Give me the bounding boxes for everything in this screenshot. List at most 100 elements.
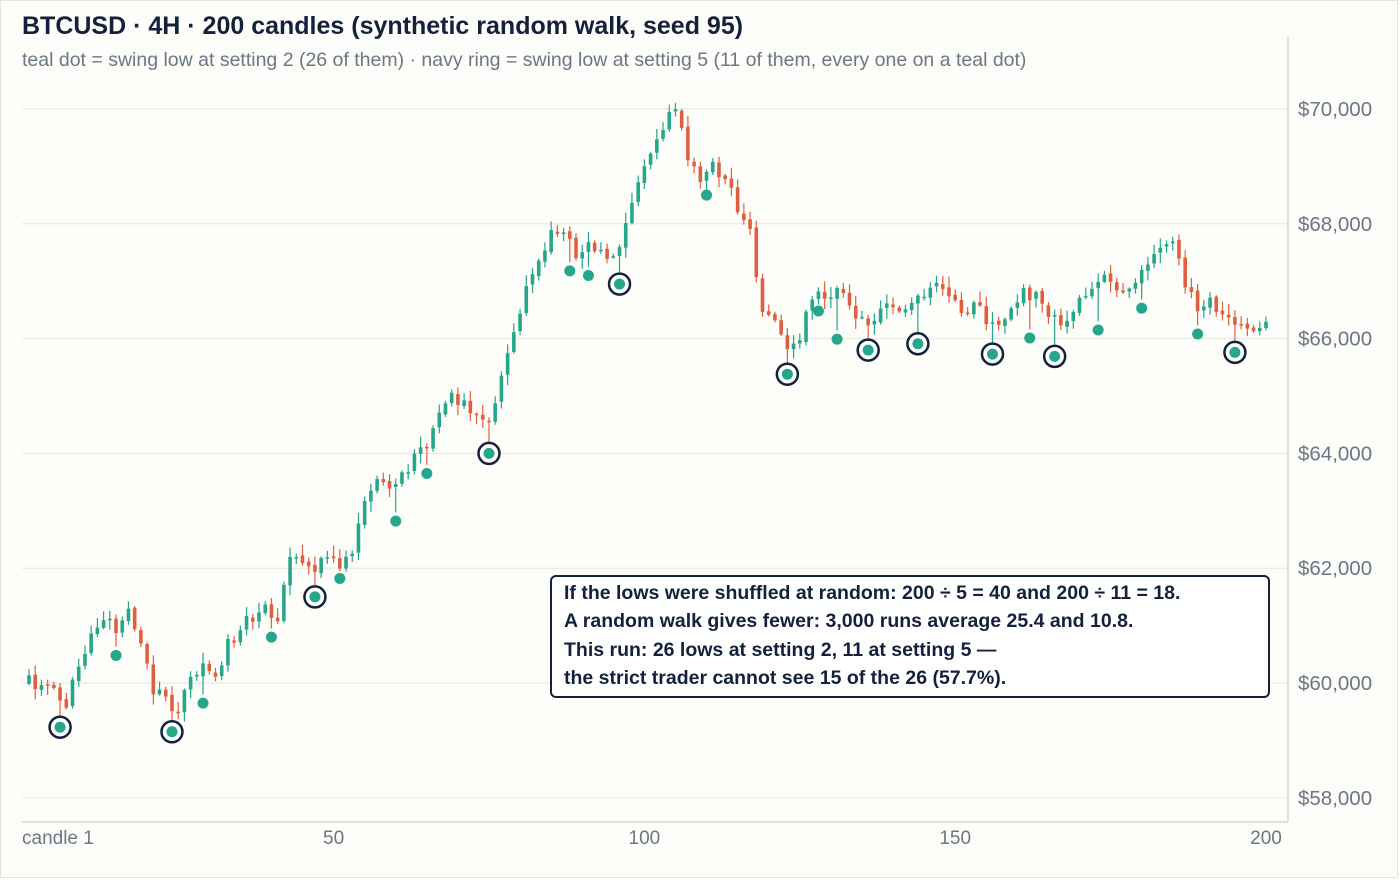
candle bbox=[835, 285, 839, 331]
candle-body bbox=[1195, 290, 1200, 312]
candle bbox=[704, 169, 709, 190]
y-tick-label: $58,000 bbox=[1298, 787, 1372, 810]
candle bbox=[779, 314, 783, 337]
candle bbox=[785, 327, 790, 366]
x-tick-label: 100 bbox=[629, 828, 661, 849]
candle-body bbox=[928, 287, 933, 298]
candles bbox=[27, 102, 1268, 724]
chart-title: BTCUSD · 4H · 200 candles (synthetic ran… bbox=[22, 12, 744, 40]
candle bbox=[232, 635, 236, 648]
candle bbox=[885, 294, 889, 319]
candle-body bbox=[300, 555, 305, 563]
candle bbox=[1214, 295, 1219, 317]
candle-body bbox=[692, 161, 696, 167]
candle-body bbox=[903, 309, 908, 313]
candle-body bbox=[101, 620, 106, 628]
candle bbox=[443, 400, 448, 417]
candle-body bbox=[512, 332, 516, 352]
candle-body bbox=[1046, 305, 1051, 317]
candle bbox=[1146, 256, 1150, 281]
candle-body bbox=[679, 110, 684, 128]
candle bbox=[338, 549, 342, 572]
candle bbox=[816, 287, 821, 305]
candle bbox=[170, 686, 174, 724]
candle-body bbox=[1059, 315, 1063, 326]
candle-body bbox=[822, 291, 827, 299]
candle-body bbox=[219, 665, 224, 677]
candle-body bbox=[1034, 291, 1038, 299]
candle-body bbox=[704, 171, 709, 181]
candle bbox=[1115, 277, 1119, 298]
candle-body bbox=[1071, 311, 1076, 322]
swing-low-dot bbox=[421, 467, 433, 479]
candle bbox=[953, 289, 957, 303]
candle-body bbox=[1264, 321, 1268, 328]
candle bbox=[940, 275, 945, 296]
candle-body bbox=[1202, 306, 1206, 311]
candle-body bbox=[1158, 247, 1163, 253]
candle bbox=[686, 116, 690, 167]
swing-low-dot bbox=[110, 649, 122, 661]
candle-body bbox=[965, 312, 970, 315]
candle-body bbox=[580, 252, 585, 259]
candle bbox=[1083, 287, 1088, 300]
candle bbox=[853, 295, 858, 329]
candle-body bbox=[375, 479, 379, 491]
candle bbox=[139, 626, 143, 647]
candle-body bbox=[325, 557, 330, 559]
candle-body bbox=[1251, 327, 1256, 331]
candle bbox=[356, 512, 361, 560]
candle-body bbox=[145, 644, 149, 664]
candle bbox=[972, 300, 976, 319]
candle bbox=[269, 598, 274, 629]
candle bbox=[64, 692, 69, 710]
candle bbox=[462, 393, 466, 409]
candle-body bbox=[592, 242, 597, 252]
candle-body bbox=[64, 699, 69, 708]
candle bbox=[1102, 270, 1107, 284]
candle-body bbox=[294, 557, 299, 559]
candle-body bbox=[698, 166, 703, 182]
candle bbox=[723, 173, 728, 185]
candle-body bbox=[393, 484, 398, 487]
candle-body bbox=[449, 392, 454, 404]
candle bbox=[201, 652, 205, 695]
candle bbox=[978, 291, 982, 308]
candle bbox=[27, 668, 31, 686]
candle bbox=[860, 310, 864, 320]
candle bbox=[623, 212, 628, 258]
candle-body bbox=[885, 303, 889, 308]
candle-body bbox=[829, 297, 833, 299]
candle bbox=[493, 396, 498, 425]
candle bbox=[760, 273, 765, 317]
candle-body bbox=[735, 187, 740, 213]
y-tick-label: $70,000 bbox=[1298, 98, 1372, 121]
candle bbox=[1046, 301, 1051, 324]
candle bbox=[648, 152, 653, 170]
candle-body bbox=[835, 288, 839, 299]
candle-body bbox=[891, 304, 895, 308]
candle-body bbox=[872, 320, 877, 325]
candle-body bbox=[1226, 314, 1231, 318]
candle bbox=[182, 688, 187, 722]
swing-low-dot bbox=[582, 269, 594, 281]
candle bbox=[916, 293, 920, 336]
candle-body bbox=[232, 640, 236, 643]
candle-body bbox=[599, 249, 603, 252]
swing-low-dot bbox=[1192, 328, 1204, 340]
candle-body bbox=[841, 289, 846, 294]
candle-body bbox=[412, 453, 417, 471]
candle bbox=[1021, 284, 1026, 307]
candle bbox=[219, 661, 224, 681]
candle bbox=[313, 556, 317, 589]
candle bbox=[226, 634, 230, 672]
candle bbox=[996, 316, 1001, 331]
candle bbox=[959, 292, 964, 317]
candle bbox=[1202, 299, 1206, 318]
swing-low-dot bbox=[334, 573, 346, 585]
candle-body bbox=[76, 666, 81, 681]
annotation-line-1: If the lows were shuffled at random: 200… bbox=[564, 582, 1181, 604]
candle-body bbox=[269, 604, 274, 618]
candle-body bbox=[182, 689, 187, 713]
x-tick-label: 150 bbox=[939, 828, 971, 849]
